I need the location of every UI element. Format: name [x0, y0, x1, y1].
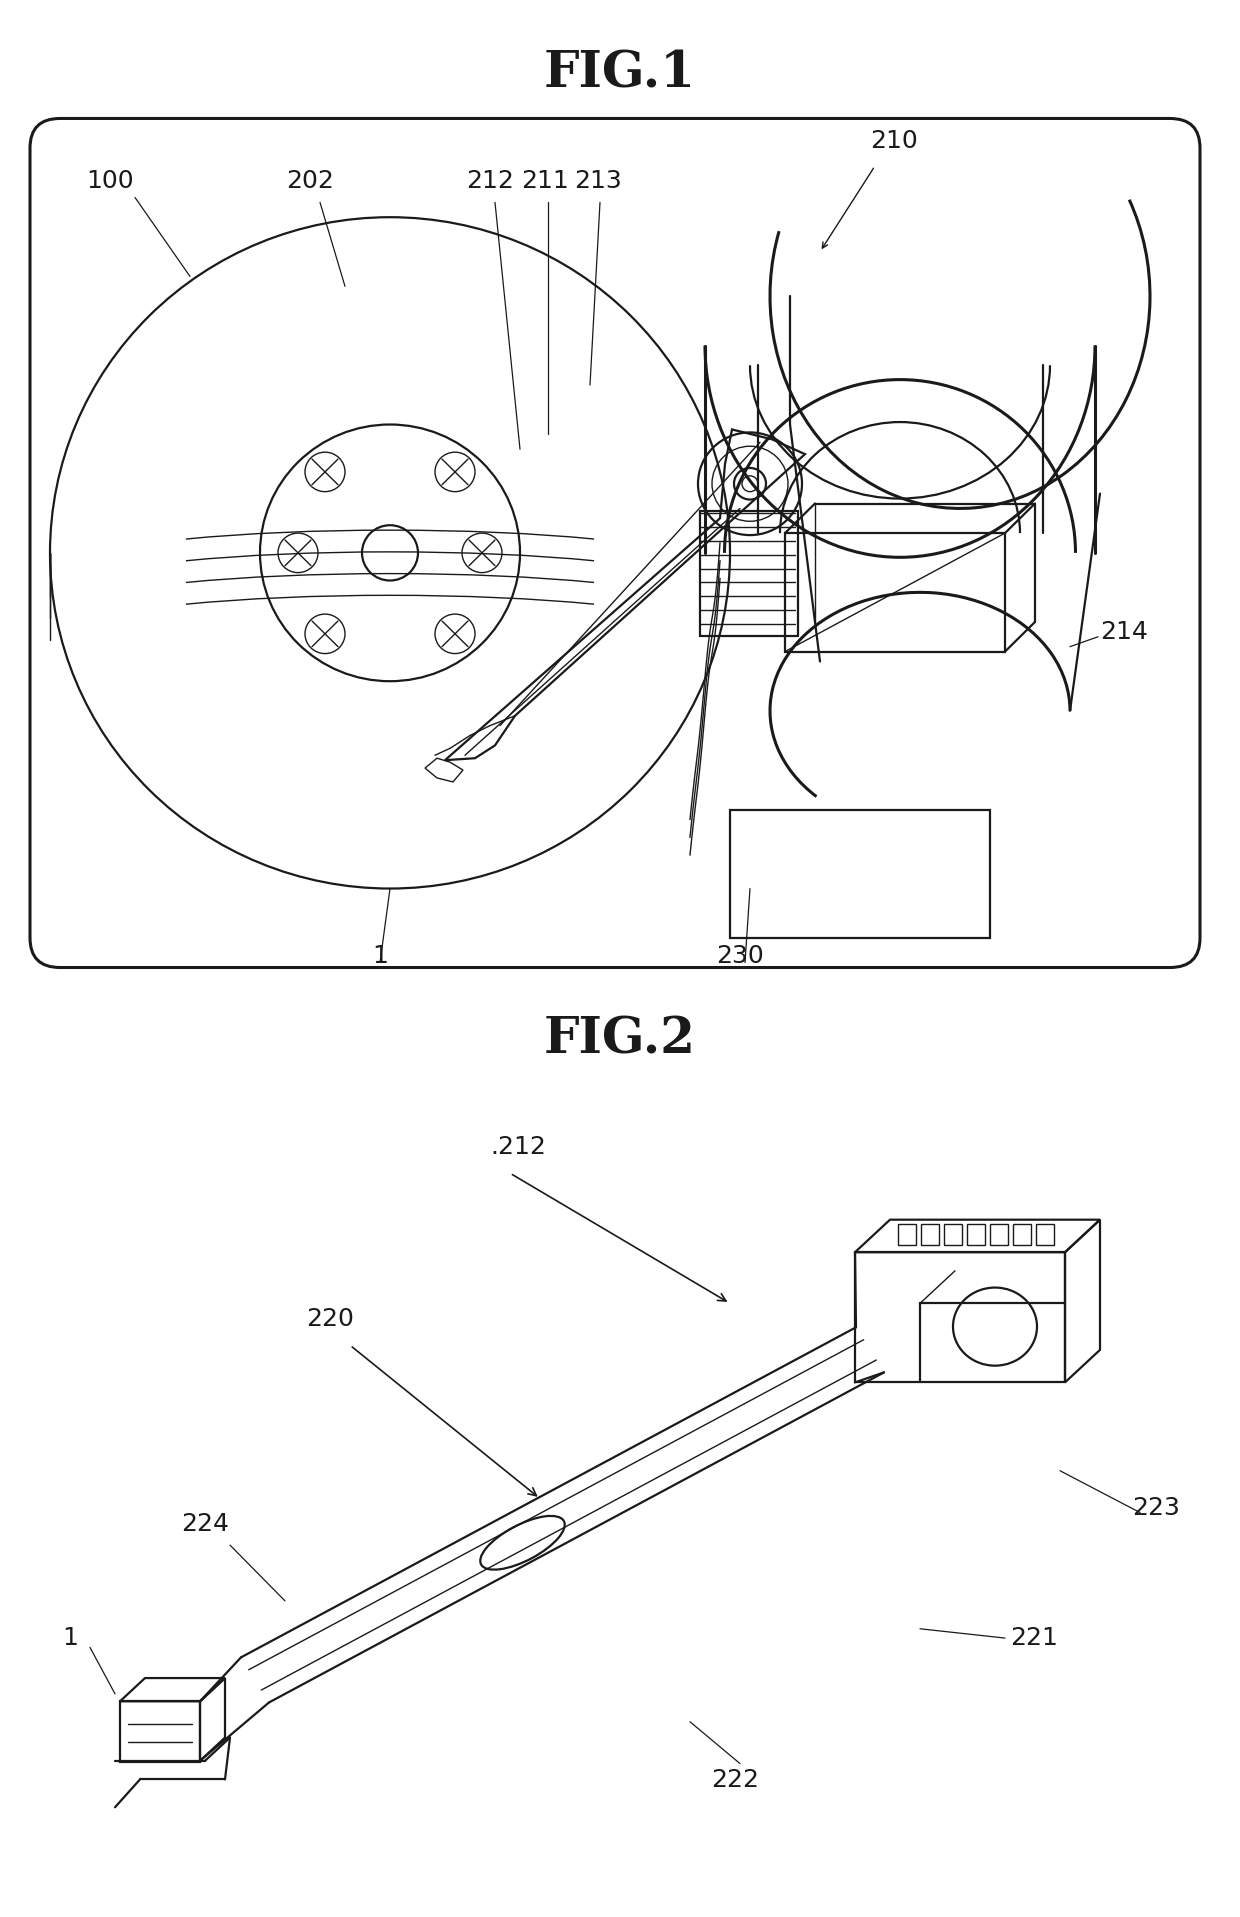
Text: 224: 224: [181, 1513, 229, 1536]
Text: 213: 213: [574, 169, 622, 192]
Text: FIG.1: FIG.1: [544, 50, 696, 98]
Bar: [120, 1700, 200, 1762]
Bar: [990, 1225, 1008, 1244]
Bar: [1035, 1225, 1054, 1244]
Text: 210: 210: [870, 128, 918, 153]
Text: 1: 1: [372, 943, 388, 968]
Bar: [898, 1225, 916, 1244]
Text: .212: .212: [490, 1135, 546, 1160]
FancyBboxPatch shape: [30, 119, 1200, 968]
Bar: [944, 1225, 962, 1244]
Text: 212: 212: [466, 169, 513, 192]
Text: 223: 223: [1132, 1495, 1180, 1520]
Text: FIG.2: FIG.2: [544, 1016, 696, 1064]
Text: 100: 100: [87, 169, 134, 192]
Bar: [730, 809, 990, 937]
Text: 222: 222: [711, 1767, 759, 1792]
Text: 214: 214: [1100, 619, 1148, 644]
Text: 202: 202: [286, 169, 334, 192]
Text: 1: 1: [62, 1626, 78, 1651]
Text: 211: 211: [521, 169, 569, 192]
Bar: [967, 1225, 985, 1244]
Text: 220: 220: [306, 1307, 353, 1330]
Text: 221: 221: [1011, 1626, 1058, 1651]
Text: 230: 230: [717, 943, 764, 968]
Bar: [785, 533, 1004, 652]
Bar: [1013, 1225, 1030, 1244]
Bar: [921, 1225, 939, 1244]
